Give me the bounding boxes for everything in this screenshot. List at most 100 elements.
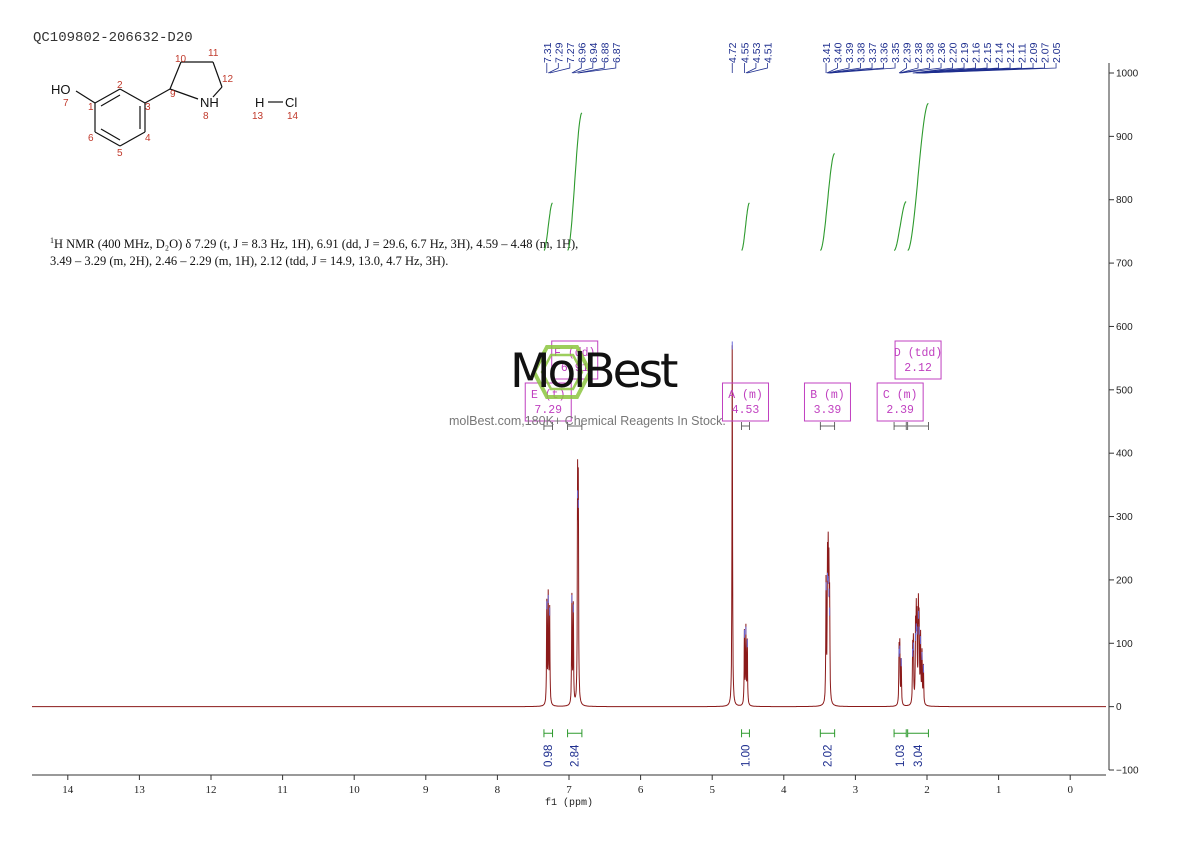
peak-shift-label: 2.11 xyxy=(1017,43,1029,63)
x-tick-label: 3 xyxy=(853,784,859,796)
molecule-structure: HO 7 1 2 3 4 5 6 9 10 11 12 NH 8 H 13 Cl… xyxy=(51,48,299,159)
peak-shift-label: 2.15 xyxy=(982,42,994,63)
peak-shift-label: 6.96 xyxy=(576,42,588,63)
y-tick-label: 0 xyxy=(1116,702,1122,713)
peak-shift-label: 2.36 xyxy=(936,42,948,63)
peak-label-leader xyxy=(571,63,582,74)
y-tick-label: 300 xyxy=(1116,512,1133,523)
peak-label-leader xyxy=(899,63,919,74)
atom-number-9: 9 xyxy=(170,89,176,100)
y-tick-label: 200 xyxy=(1116,575,1133,586)
peak-label-leader xyxy=(912,63,953,74)
peak-shift-label: 3.40 xyxy=(833,42,845,63)
peak-shift-label: 2.07 xyxy=(1040,42,1052,63)
nmr-summary-line-2: 3.49 – 3.29 (m, 2H), 2.46 – 2.29 (m, 1H)… xyxy=(50,254,449,268)
peak-shift-label: 3.35 xyxy=(890,42,902,63)
multiplet-box xyxy=(551,340,599,380)
atom-label-ho: HO xyxy=(51,82,71,97)
peak-shift-label: 3.37 xyxy=(867,42,879,63)
peak-shift-label: 3.38 xyxy=(856,42,868,63)
peak-shift-label: 3.41 xyxy=(821,42,833,63)
multiplet-name: B (m) xyxy=(810,389,845,402)
x-axis-title: f1 (ppm) xyxy=(545,797,593,809)
atom-number-12: 12 xyxy=(222,74,234,85)
peak-shift-label: 2.12 xyxy=(1005,42,1017,63)
peak-label-leader xyxy=(898,63,907,74)
peak-shift-label: 3.39 xyxy=(844,42,856,63)
peak-label-leader xyxy=(549,63,571,74)
atom-number-11: 11 xyxy=(208,48,219,59)
watermark-brand: MolBest xyxy=(510,344,678,399)
atom-number-10: 10 xyxy=(175,54,187,65)
y-tick-label: 900 xyxy=(1116,132,1133,143)
multiplet-box xyxy=(721,382,769,422)
nmr-isotope-superscript: 1 xyxy=(50,236,54,245)
atom-label-nh: NH xyxy=(200,95,219,110)
x-tick-label: 4 xyxy=(781,784,787,796)
atom-number-13: 13 xyxy=(252,111,264,122)
peak-shift-label: 4.53 xyxy=(751,42,763,63)
peak-label-leader xyxy=(899,63,930,74)
integral-value: 3.04 xyxy=(913,744,925,767)
nmr-summary-line-1: 1H NMR (400 MHz, D₂O) δ 7.29 (t, J = 8.3… xyxy=(50,236,578,252)
x-tick-label: 9 xyxy=(423,784,429,796)
watermark-logo-icon xyxy=(531,345,593,399)
peak-shift-label: 2.38 xyxy=(925,42,937,63)
x-tick-label: 14 xyxy=(62,784,74,796)
peak-label-leader xyxy=(828,63,861,74)
peak-shift-label: 7.31 xyxy=(542,42,554,63)
y-tick-label: −100 xyxy=(1116,766,1139,777)
sample-id: QC109802-206632-D20 xyxy=(33,30,193,46)
integral-curve xyxy=(741,202,750,251)
multiplet-name: A (m) xyxy=(728,389,763,402)
atom-number-2: 2 xyxy=(117,80,123,91)
nmr-summary-line-1-text: H NMR (400 MHz, D₂O) δ 7.29 (t, J = 8.3 … xyxy=(54,237,579,252)
atom-number-8: 8 xyxy=(203,111,209,122)
integral-value: 0.98 xyxy=(543,745,555,767)
x-tick-label: 11 xyxy=(277,784,288,796)
atom-number-6: 6 xyxy=(88,133,94,144)
integral-curve xyxy=(567,112,583,251)
x-tick-label: 2 xyxy=(924,784,930,796)
peak-shift-label: 2.16 xyxy=(971,42,983,63)
peak-shift-label: 2.39 xyxy=(902,42,914,63)
multiplet-box xyxy=(803,382,851,422)
peak-label-leader xyxy=(923,63,1057,74)
watermark-tagline: molBest.com,180K+ Chemical Reagents In S… xyxy=(449,414,726,428)
y-tick-label: 400 xyxy=(1116,449,1133,460)
peak-label-leader xyxy=(578,63,617,74)
y-tick-label: 500 xyxy=(1116,385,1133,396)
x-tick-label: 7 xyxy=(566,784,572,796)
integral-curve xyxy=(907,102,929,251)
x-tick-label: 1 xyxy=(996,784,1002,796)
atom-number-5: 5 xyxy=(117,148,123,159)
integral-value: 2.84 xyxy=(570,744,582,767)
y-tick-label: 1000 xyxy=(1116,69,1139,80)
multiplet-shift: 4.53 xyxy=(732,404,760,417)
integral-curve xyxy=(820,153,835,251)
atom-label-h: H xyxy=(255,95,264,110)
integral-value: 1.03 xyxy=(895,745,907,767)
multiplet-name: F (dd) xyxy=(554,347,595,360)
peak-label-leader xyxy=(573,63,594,74)
y-tick-label: 800 xyxy=(1116,195,1133,206)
peak-shift-label: 6.94 xyxy=(588,42,600,63)
multiplet-shift: 7.29 xyxy=(534,404,562,417)
y-tick-label: 700 xyxy=(1116,259,1133,270)
atom-label-cl: Cl xyxy=(285,95,297,110)
peak-shift-label: 2.19 xyxy=(959,42,971,63)
multiplet-name: D (tdd) xyxy=(894,347,942,360)
atom-number-14: 14 xyxy=(287,111,299,122)
multiplet-shift: 2.39 xyxy=(886,404,914,417)
multiplet-shift: 3.39 xyxy=(814,404,842,417)
peak-label-leader xyxy=(827,63,850,74)
peak-label-leader xyxy=(745,63,757,74)
peak-label-leader xyxy=(826,63,838,74)
atom-number-1: 1 xyxy=(88,102,94,113)
multiplet-box xyxy=(876,382,924,422)
peak-shift-label: 7.27 xyxy=(565,42,577,63)
multiplet-shift: 2.12 xyxy=(904,362,932,375)
peak-label-leader xyxy=(901,63,942,74)
peak-shift-label: 2.09 xyxy=(1028,42,1040,63)
